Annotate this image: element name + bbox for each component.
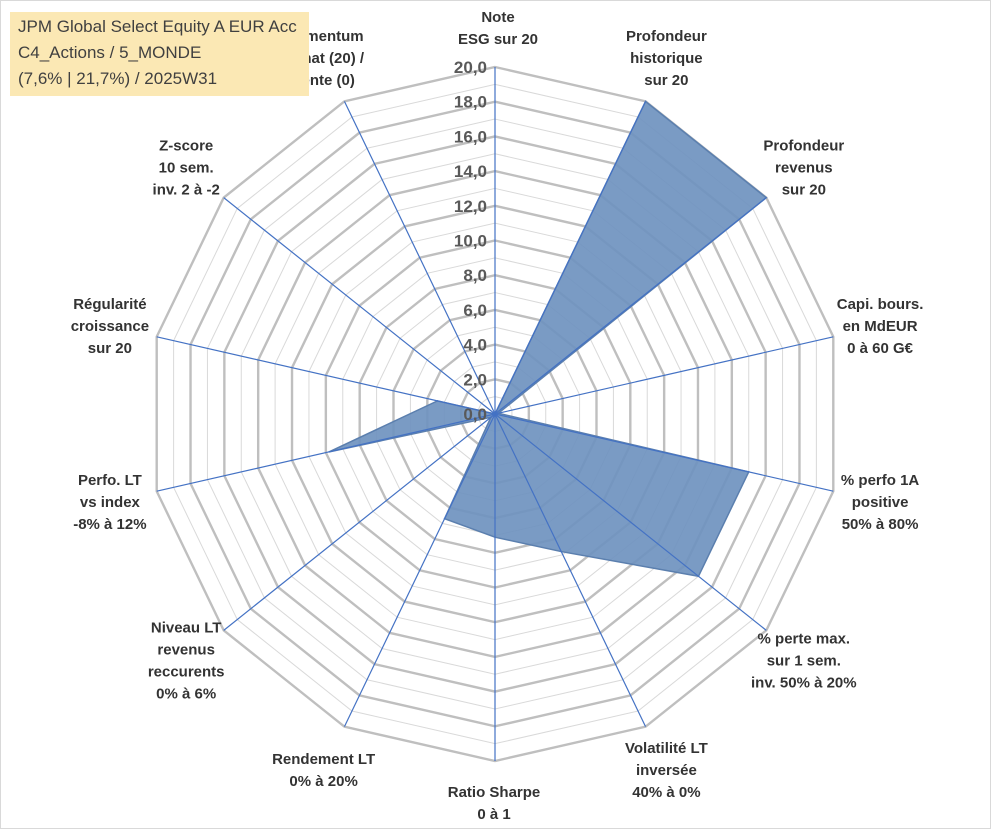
axis-label-line: 0 à 1 (477, 806, 510, 823)
axis-label-line: sur 20 (782, 182, 826, 199)
tick-label: 18,0 (454, 93, 487, 112)
tick-label: 4,0 (463, 336, 487, 355)
axis-label-line: Rendement LT (272, 751, 375, 768)
axis-label: Profondeur historique sur 20 (626, 28, 707, 89)
fund-period: (7,6% | 21,7%) / 2025W31 (18, 69, 218, 88)
tick-label: 16,0 (454, 127, 487, 146)
fund-name: JPM Global Select Equity A EUR Acc (18, 17, 297, 36)
tick-label: 0,0 (463, 405, 487, 424)
axis-label: % perte max. sur 1 sem. inv. 50% à 20% (751, 630, 857, 691)
axis-label-line: Profondeur (626, 28, 707, 45)
axis-label-line: sur 20 (88, 340, 132, 357)
axis-label: Ratio Sharpe 0 à 1 (448, 784, 541, 823)
axis-spoke (223, 197, 496, 415)
axis-label-line: % perte max. (758, 630, 851, 647)
axis-label-line: 0% à 20% (289, 773, 357, 790)
axis-label-line: 0 à 60 G€ (847, 340, 914, 357)
axis-label-line: sur 20 (644, 72, 688, 89)
axis-spoke (494, 336, 834, 415)
tick-label: 14,0 (454, 162, 487, 181)
axis-label: Note ESG sur 20 (458, 9, 538, 48)
axis-spoke (343, 101, 496, 415)
axis-label-line: Z-score (159, 138, 213, 155)
tick-label: 10,0 (454, 232, 487, 251)
tick-label: 12,0 (454, 197, 487, 216)
axis-spoke (494, 413, 647, 727)
axis-label: Régularité croissance sur 20 (71, 296, 149, 357)
axis-label: Capi. bours. en MdEUR 0 à 60 G€ (837, 296, 924, 357)
axis-label-line: en MdEUR (843, 318, 918, 335)
axis-label: Niveau LT revenus reccurents 0% à 6% (148, 619, 225, 702)
title-box: JPM Global Select Equity A EUR Acc C4_Ac… (10, 12, 309, 96)
axis-label-line: positive (852, 494, 909, 511)
axis-spoke (343, 413, 496, 727)
axis-label: Volatilité LT inversée 40% à 0% (625, 740, 708, 801)
axis-label-line: Régularité (73, 296, 146, 313)
fund-category: C4_Actions / 5_MONDE (18, 43, 202, 62)
axis-spokes (156, 67, 834, 761)
axis-spoke (494, 197, 767, 415)
axis-label-line: inversée (636, 762, 697, 779)
axis-label-line: -8% à 12% (73, 516, 146, 533)
axis-label-line: reccurents (148, 663, 225, 680)
radial-tick-labels: 0,0 2,0 4,0 6,0 8,0 10,0 12,0 14,0 16,0 18,0 20,0 (454, 58, 487, 424)
axis-label-line: Volatilité LT (625, 740, 708, 757)
axis-label-line: ESG sur 20 (458, 31, 538, 48)
tick-label: 20,0 (454, 58, 487, 77)
axis-label: Rendement LT 0% à 20% (272, 751, 375, 790)
axis-label-line: croissance (71, 318, 149, 335)
axis-label-line: Profondeur (763, 138, 844, 155)
axis-label-line: historique (630, 50, 703, 67)
axis-label: % perfo 1A positive 50% à 80% (841, 472, 920, 533)
axis-spoke (494, 101, 647, 415)
axis-spoke (494, 413, 767, 631)
axis-spoke (156, 413, 496, 492)
axis-label-line: Niveau LT (151, 619, 222, 636)
tick-label: 8,0 (463, 266, 487, 285)
axis-spoke (223, 413, 496, 631)
series-area (328, 100, 768, 578)
axis-spoke (156, 336, 496, 415)
axis-label-line: Capi. bours. (837, 296, 924, 313)
axis-label-line: sur 1 sem. (767, 652, 841, 669)
axis-label-line: 40% à 0% (632, 784, 700, 801)
axis-label-line: vs index (80, 494, 141, 511)
axis-label-line: inv. 2 à -2 (153, 182, 220, 199)
axis-label-line: Note (481, 9, 514, 26)
axis-label-line: 0% à 6% (156, 685, 216, 702)
axis-label: Profondeur revenus sur 20 (763, 138, 844, 199)
tick-label: 2,0 (463, 370, 487, 389)
axis-spoke (494, 413, 834, 492)
axis-label-line: revenus (157, 641, 215, 658)
axis-label-line: % perfo 1A (841, 472, 920, 489)
axis-label: Perfo. LT vs index -8% à 12% (73, 472, 146, 533)
tick-label: 6,0 (463, 301, 487, 320)
axis-label-line: Perfo. LT (78, 472, 142, 489)
axis-label-line: revenus (775, 160, 833, 177)
axis-label-line: Ratio Sharpe (448, 784, 541, 801)
axis-label-line: inv. 50% à 20% (751, 674, 857, 691)
axis-label: Z-score 10 sem. inv. 2 à -2 (153, 138, 220, 199)
axis-label-line: 50% à 80% (842, 516, 919, 533)
axis-label-line: 10 sem. (159, 160, 214, 177)
